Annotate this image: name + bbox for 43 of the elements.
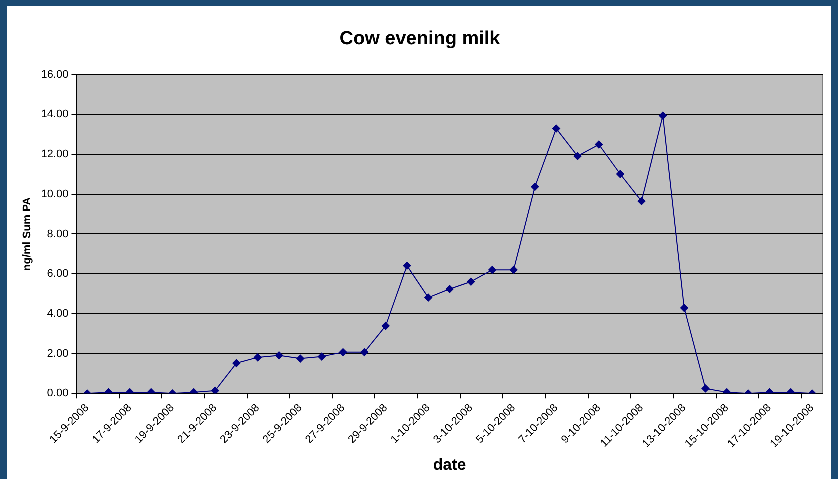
y-tick-label: 12.00	[41, 148, 69, 161]
point	[510, 266, 518, 274]
point	[296, 354, 305, 363]
point	[702, 384, 710, 393]
y-tick-label: 6.00	[47, 268, 69, 280]
point	[254, 354, 262, 362]
point	[104, 388, 113, 394]
y-tick-label: 2.00	[47, 348, 69, 360]
point	[723, 388, 732, 394]
point	[403, 262, 412, 270]
y-tick-label: 10.00	[41, 188, 69, 200]
point	[147, 388, 156, 394]
point	[552, 124, 560, 133]
point	[616, 170, 624, 178]
point	[787, 388, 796, 394]
point	[339, 348, 348, 356]
point	[211, 386, 220, 394]
point	[232, 359, 241, 368]
y-tick-label: 14.00	[41, 108, 69, 121]
x-axis-title: date	[433, 456, 466, 474]
point	[766, 388, 774, 394]
point	[360, 348, 369, 356]
point	[382, 322, 390, 330]
point	[424, 294, 433, 302]
point	[574, 152, 582, 160]
point	[595, 140, 604, 149]
point	[467, 278, 476, 286]
point	[446, 285, 454, 294]
point	[190, 388, 198, 394]
point	[531, 183, 540, 192]
point	[275, 352, 284, 360]
y-axis-title: ng/ml Sum PA	[22, 197, 34, 272]
point	[126, 388, 134, 394]
point	[638, 197, 646, 206]
y-tick-label: 4.00	[47, 308, 69, 320]
y-tick-label: 16.00	[41, 68, 69, 81]
point	[318, 352, 326, 361]
y-tick-label: 0.00	[47, 388, 69, 400]
chart-title: Cow evening milk	[340, 28, 501, 50]
y-tick-label: 8.00	[47, 228, 69, 240]
point	[680, 304, 688, 312]
point	[659, 112, 668, 120]
point	[488, 266, 497, 274]
